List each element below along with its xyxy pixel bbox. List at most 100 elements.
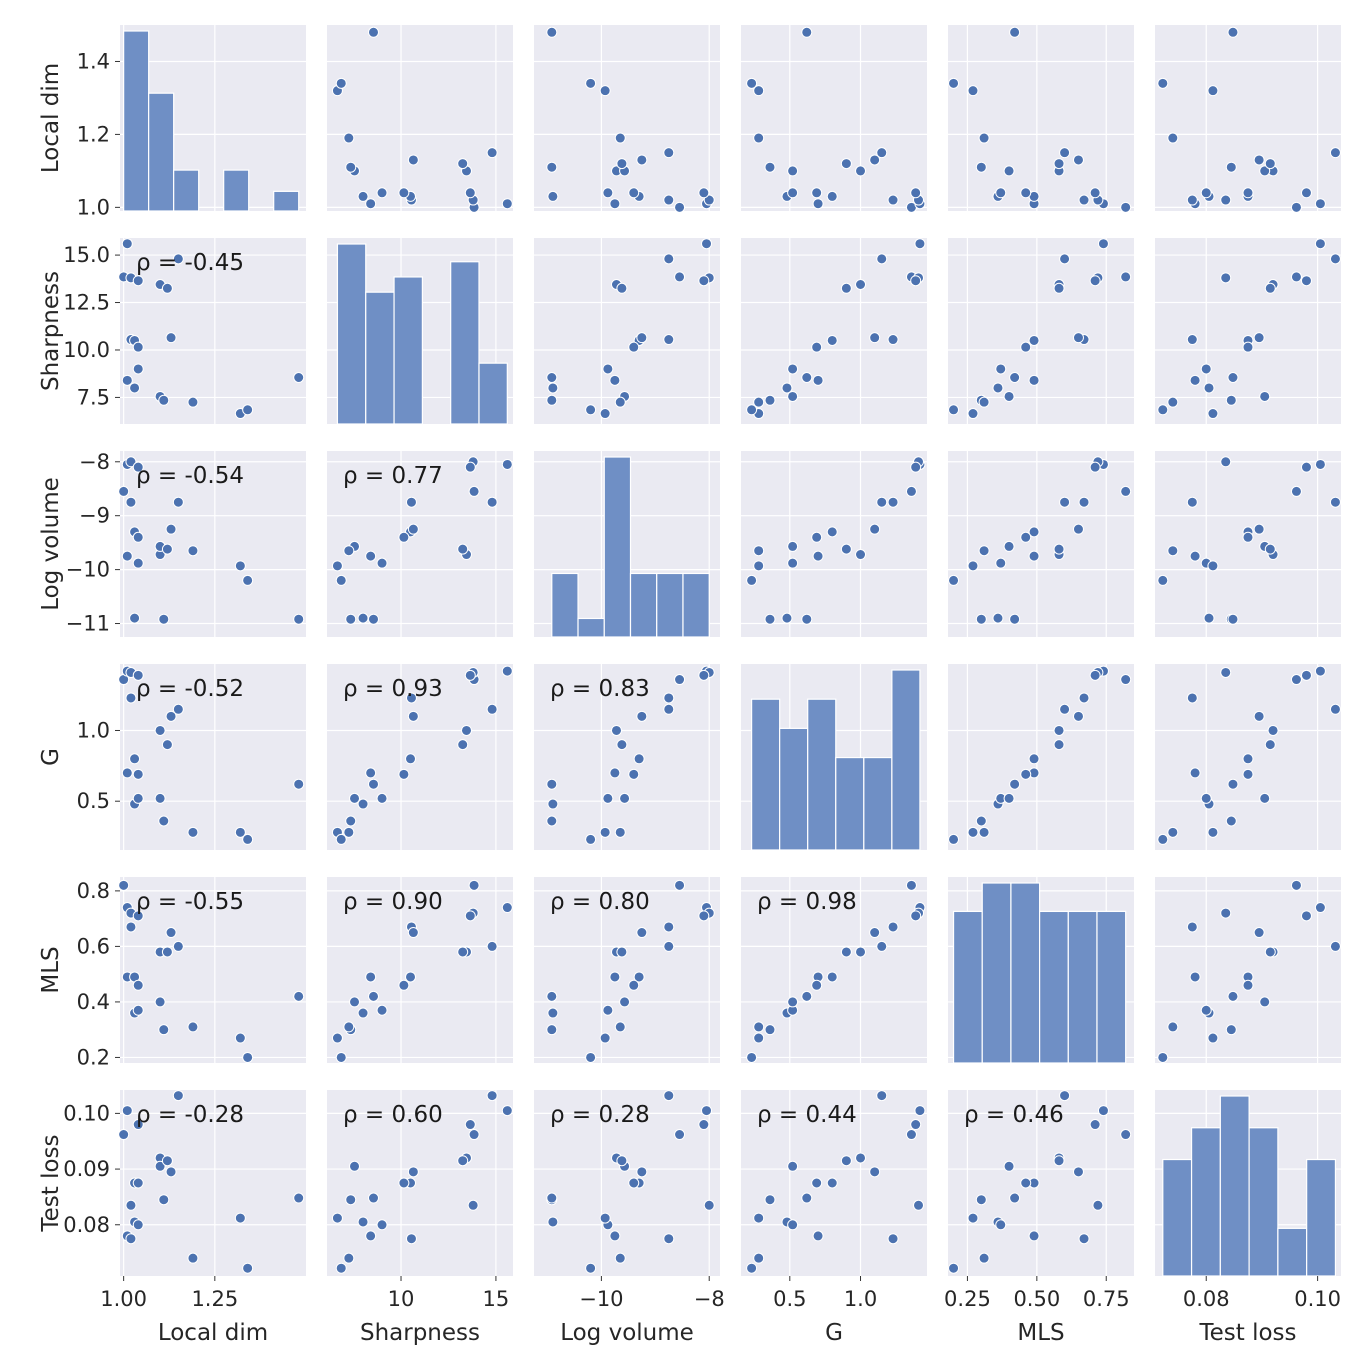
- scatter-point: [967, 85, 979, 97]
- scatter-point: [132, 669, 144, 681]
- scatter-point: [887, 496, 899, 508]
- scatter-point: [840, 1155, 852, 1167]
- scatter-point: [753, 396, 765, 408]
- scatter-point: [599, 826, 611, 838]
- scatter-point: [1072, 710, 1084, 722]
- scatter-point: [1167, 132, 1179, 144]
- scatter-point: [165, 332, 177, 344]
- scatter-point: [787, 996, 799, 1008]
- scatter-point: [376, 1004, 388, 1016]
- scatter-point: [636, 710, 648, 722]
- scatter-point: [746, 574, 758, 586]
- scatter-point: [910, 187, 922, 199]
- y-tick-label: 15.0: [63, 243, 110, 267]
- scatter-point: [1097, 1105, 1109, 1117]
- y-tick-label: 0.08: [63, 1213, 110, 1237]
- scatter-point: [1300, 187, 1312, 199]
- panel-mls-vs-mls: [948, 877, 1134, 1064]
- scatter-point: [121, 1105, 133, 1117]
- scatter-point: [1300, 275, 1312, 287]
- scatter-point: [1203, 382, 1215, 394]
- x-axis-label-mls: MLS: [1017, 1320, 1064, 1346]
- scatter-point: [349, 996, 361, 1008]
- scatter-point: [457, 739, 469, 751]
- scatter-point: [407, 927, 419, 939]
- scatter-point: [1225, 394, 1237, 406]
- scatter-point: [1157, 404, 1169, 416]
- scatter-point: [546, 815, 558, 827]
- panel-g-vs-sharpness: ρ = 0.93: [327, 664, 513, 850]
- scatter-point: [905, 1129, 917, 1141]
- histogram-bar: [365, 291, 395, 425]
- panel-sharpness-vs-mls: [948, 238, 1134, 424]
- x-axis-label-log-volume: Log volume: [560, 1320, 694, 1346]
- scatter-point: [343, 1252, 355, 1264]
- scatter-point: [129, 612, 141, 624]
- y-axis-label-sharpness: Sharpness: [38, 271, 64, 391]
- scatter-point: [609, 1230, 621, 1242]
- scatter-point: [125, 1233, 137, 1245]
- histogram-bar: [577, 617, 605, 638]
- scatter-point: [948, 77, 960, 89]
- panel-mls-vs-g: ρ = 0.98: [741, 877, 927, 1063]
- scatter-point: [242, 404, 254, 416]
- scatter-point: [1028, 1230, 1040, 1242]
- scatter-point: [405, 971, 417, 983]
- scatter-point: [1167, 826, 1179, 838]
- scatter-point: [602, 1004, 614, 1016]
- scatter-point: [1028, 753, 1040, 765]
- scatter-point: [464, 461, 476, 473]
- scatter-point: [1290, 674, 1302, 686]
- scatter-point: [234, 1032, 246, 1044]
- scatter-point: [698, 275, 710, 287]
- scatter-point: [158, 394, 170, 406]
- scatter-point: [746, 1262, 758, 1274]
- scatter-point: [125, 692, 137, 704]
- histogram-bar: [629, 572, 658, 638]
- panel-local-dim-vs-mls: [948, 25, 1134, 213]
- scatter-point: [398, 768, 410, 780]
- scatter-point: [801, 1192, 813, 1204]
- scatter-point: [1290, 879, 1302, 891]
- scatter-point: [546, 26, 558, 38]
- scatter-point: [161, 946, 173, 958]
- y-axis-label-local-dim: Local dim: [38, 63, 64, 173]
- scatter-point: [457, 158, 469, 170]
- scatter-point: [546, 1192, 558, 1204]
- scatter-point: [975, 161, 987, 173]
- scatter-point: [187, 826, 199, 838]
- scatter-point: [486, 496, 498, 508]
- correlation-label: ρ = 0.90: [343, 889, 443, 915]
- panel-mls-vs-local-dim: ρ = -0.55: [118, 877, 306, 1063]
- scatter-point: [132, 341, 144, 353]
- scatter-point: [132, 275, 144, 287]
- scatter-point: [787, 540, 799, 552]
- scatter-point: [876, 1090, 888, 1102]
- panel-g-vs-log-volume: ρ = 0.83: [534, 664, 720, 850]
- correlation-label: ρ = 0.60: [343, 1102, 443, 1128]
- y-tick-label: −9: [79, 504, 110, 528]
- scatter-point: [1120, 674, 1132, 686]
- panel-background: [120, 877, 306, 1063]
- scatter-point: [1207, 1032, 1219, 1044]
- scatter-point: [869, 1166, 881, 1178]
- x-tick-label: 10: [388, 1287, 415, 1311]
- scatter-point: [812, 198, 824, 210]
- scatter-point: [1314, 458, 1326, 470]
- scatter-point: [357, 1007, 369, 1019]
- scatter-point: [365, 550, 377, 562]
- scatter-point: [826, 334, 838, 346]
- correlation-label: ρ = 0.98: [757, 889, 857, 915]
- scatter-point: [1053, 543, 1065, 555]
- scatter-point: [1253, 332, 1265, 344]
- panel-background: [327, 25, 513, 211]
- y-tick-label: 1.4: [77, 49, 110, 73]
- scatter-point: [457, 543, 469, 555]
- scatter-point: [1053, 282, 1065, 294]
- scatter-point: [636, 154, 648, 166]
- scatter-point: [165, 710, 177, 722]
- panel-mls-vs-test-loss: [1155, 877, 1341, 1063]
- scatter-point: [1189, 550, 1201, 562]
- scatter-point: [293, 990, 305, 1002]
- histogram-bar: [751, 698, 781, 851]
